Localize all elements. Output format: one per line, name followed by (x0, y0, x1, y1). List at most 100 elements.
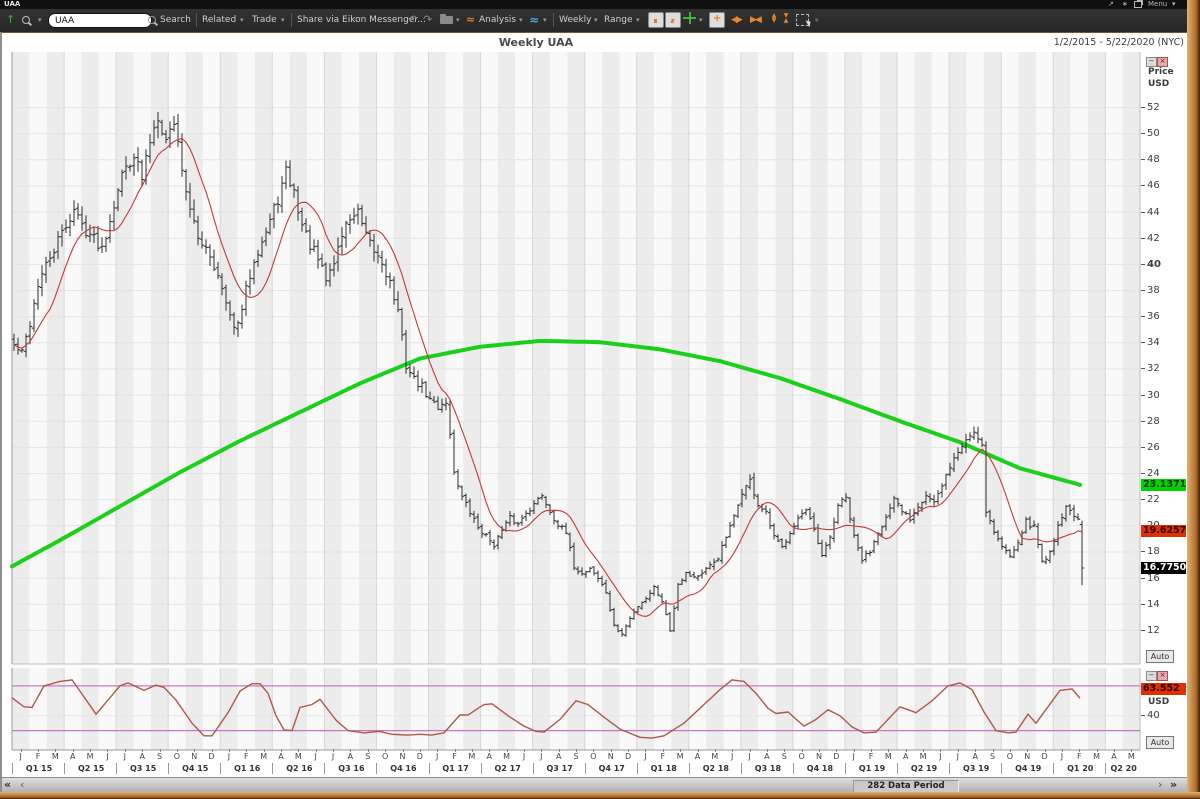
month-stripe (341, 52, 360, 664)
price-pane-close-icon[interactable]: × (1157, 57, 1168, 67)
month-label: F (243, 752, 249, 761)
trade-caret-icon[interactable]: ▾ (281, 16, 285, 24)
month-stripe (463, 52, 481, 664)
month-label: D (625, 752, 632, 761)
indicator-pane-minimize-icon[interactable]: − (1146, 671, 1157, 681)
month-stripe (29, 668, 47, 750)
month-stripe (150, 52, 169, 664)
month-label: A (70, 752, 76, 761)
crosshair-caret-icon[interactable]: ▾ (699, 16, 703, 24)
month-stripe (602, 668, 620, 750)
indicator-pane-close-icon[interactable]: × (1157, 671, 1168, 681)
collapse-horizontal-icon[interactable]: ▶◀ (750, 15, 762, 25)
share-eikon-button[interactable]: Share via Eikon Messenger... (297, 15, 426, 25)
price-tick: 22 (1141, 494, 1185, 505)
menu-button[interactable]: Menu (1148, 0, 1168, 8)
interval-button[interactable]: Weekly (559, 15, 592, 25)
scroll-next-icon[interactable]: › (1158, 778, 1163, 791)
symbol-search-caret-icon[interactable]: ▾ (38, 16, 42, 24)
price-axis-auto-button[interactable]: Auto (1146, 650, 1174, 663)
month-tick (20, 749, 22, 752)
open-folder-icon[interactable] (440, 14, 453, 24)
selection-tool-icon[interactable] (796, 14, 809, 26)
indicator-tick: 40 (1141, 710, 1185, 721)
axis-crosshair-icon[interactable] (683, 13, 696, 23)
month-tick (1096, 749, 1098, 752)
waves-icon[interactable]: ≈ (529, 13, 540, 27)
month-stripe (133, 52, 151, 664)
undo-icon[interactable]: ↶ (408, 13, 418, 26)
restore-window-icon[interactable] (1134, 0, 1143, 8)
add-pane-icon[interactable]: + (709, 12, 725, 28)
quarter-label: Q2 18 (688, 763, 742, 774)
month-label: D (833, 752, 840, 761)
month-label: J (314, 752, 317, 761)
favorite-icon[interactable]: ∗ (1122, 0, 1128, 8)
scroll-prev-icon[interactable]: ‹ (20, 778, 25, 791)
scroll-first-icon[interactable]: « (4, 778, 12, 791)
redo-icon[interactable]: ↷ (423, 13, 433, 26)
month-stripe (12, 668, 30, 750)
data-period-indicator[interactable]: 282 Data Period (853, 779, 959, 793)
more-tools-icon[interactable]: » (812, 17, 822, 23)
month-stripe (897, 52, 915, 664)
time-compress-icon[interactable]: ▼ ▲ (783, 12, 789, 24)
expand-vertical-icon[interactable]: ▲ ▼ (771, 12, 777, 24)
month-stripe (983, 668, 1002, 750)
month-tick (1079, 749, 1081, 752)
month-label: F (1076, 752, 1082, 761)
quarter-label: Q1 19 (845, 763, 898, 774)
up-arrow-icon[interactable]: ↑ (6, 13, 16, 26)
symbol-input[interactable] (48, 13, 152, 28)
month-label: M (294, 752, 302, 761)
trade-button[interactable]: Trade (252, 15, 277, 25)
month-tick (385, 749, 387, 752)
month-label: A (555, 752, 562, 761)
month-stripe (255, 52, 273, 664)
month-stripe (272, 668, 290, 750)
range-button[interactable]: Range (604, 15, 633, 25)
month-tick (454, 749, 456, 752)
analysis-caret-icon[interactable]: ▾ (519, 16, 523, 24)
quarter-label: Q2 19 (897, 763, 950, 774)
month-tick (871, 749, 872, 752)
month-tick (697, 749, 699, 752)
related-button[interactable]: Related (202, 15, 237, 25)
folder-caret-icon[interactable]: ▾ (456, 16, 460, 24)
expand-horizontal-icon[interactable]: ◀▶ (731, 15, 743, 25)
price-pane-minimize-icon[interactable]: − (1146, 57, 1157, 67)
annotate-chart-icon[interactable] (665, 12, 681, 28)
month-stripe (810, 668, 828, 750)
month-label: N (399, 752, 406, 761)
month-label: A (278, 752, 284, 761)
month-stripe (116, 52, 134, 664)
menu-caret-icon[interactable]: ▾ (1172, 0, 1176, 8)
interval-caret-icon[interactable]: ▾ (594, 16, 598, 24)
price-tick: 50 (1141, 128, 1185, 139)
search-button[interactable]: Search (160, 15, 191, 25)
quarter-label: Q3 18 (740, 763, 794, 774)
quarter-label: Q2 15 (64, 763, 117, 774)
month-stripe (272, 52, 290, 664)
analysis-button[interactable]: Analysis (479, 15, 517, 25)
symbol-search-icon[interactable] (22, 16, 30, 24)
chart-type-icon[interactable] (648, 12, 664, 28)
month-stripe (532, 52, 550, 664)
popout-icon[interactable]: ↗ (1108, 0, 1114, 8)
scroll-last-icon[interactable]: » (1170, 778, 1178, 791)
month-label: J (956, 752, 959, 761)
waves-caret-icon[interactable]: ▾ (543, 16, 547, 24)
indicator-axis-auto-button[interactable]: Auto (1146, 736, 1174, 749)
related-caret-icon[interactable]: ▾ (240, 16, 244, 24)
range-caret-icon[interactable]: ▾ (636, 16, 640, 24)
month-tick (1061, 749, 1063, 752)
month-stripe (168, 668, 186, 750)
month-stripe (619, 52, 637, 664)
month-label: J (540, 752, 543, 761)
month-label: M (1093, 752, 1101, 761)
quarter-label: Q4 15 (168, 763, 221, 774)
green-ma-price-label: 23.1371 (1141, 479, 1186, 491)
month-stripe (792, 668, 811, 750)
